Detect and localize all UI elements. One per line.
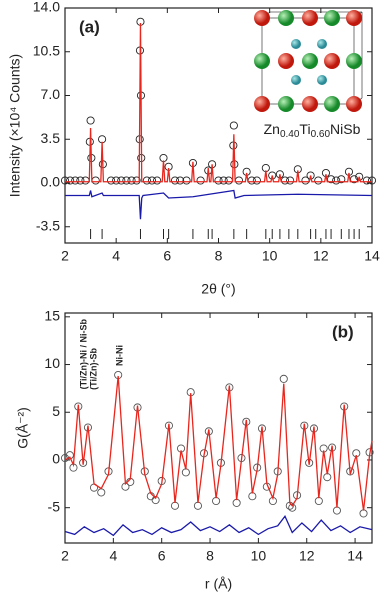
- formula-part: Zn: [264, 121, 280, 137]
- data-point: [359, 509, 368, 518]
- data-point: [66, 176, 75, 185]
- subscript: 0.60: [311, 129, 331, 140]
- annotation: Ni-Ni: [114, 345, 124, 366]
- y-axis-label: G(Å⁻²): [15, 407, 31, 449]
- subscript: 0.40: [280, 129, 300, 140]
- y-axis-label: Intensity (×10⁴ Counts): [7, 54, 23, 197]
- data-point: [355, 172, 364, 181]
- data-point: [117, 176, 126, 185]
- data-point: [170, 501, 180, 510]
- x-tick-label: 12: [299, 548, 315, 564]
- data-point: [142, 176, 151, 185]
- data-point: [127, 176, 136, 185]
- panel-label: (b): [332, 322, 354, 341]
- data-point: [65, 451, 74, 460]
- data-point: [122, 176, 131, 185]
- x-tick-label: 4: [112, 248, 120, 264]
- x-tick-label: 2: [61, 548, 69, 564]
- formula-part: Ti: [299, 121, 310, 137]
- data-line: [65, 22, 372, 183]
- data-point: [151, 496, 160, 505]
- data-point: [279, 374, 288, 383]
- x-tick-label: 6: [163, 248, 171, 264]
- x-tick-label: 2: [61, 248, 69, 264]
- data-point: [176, 176, 185, 185]
- data-point: [153, 176, 162, 185]
- y-tick-label: 15: [44, 308, 60, 324]
- x-tick-label: 10: [262, 248, 278, 264]
- data-line: [64, 515, 373, 537]
- data-point: [288, 503, 297, 512]
- x-tick-label: 12: [313, 248, 329, 264]
- data-point: [91, 176, 100, 185]
- y-tick-label: 3.5: [41, 130, 61, 146]
- data-line: [64, 375, 373, 511]
- data-point: [367, 176, 377, 185]
- data-point: [286, 176, 295, 185]
- data-point: [248, 492, 257, 501]
- data-point: [323, 473, 332, 482]
- x-tick-label: 14: [364, 248, 380, 264]
- y-tick-label: 7.0: [41, 86, 61, 102]
- x-tick-label: 8: [215, 248, 223, 264]
- data-point: [232, 498, 241, 507]
- data-point: [332, 176, 341, 185]
- data-point: [170, 176, 180, 185]
- data-point: [147, 176, 157, 185]
- data-line: [65, 189, 373, 220]
- x-tick-label: 14: [347, 548, 363, 564]
- data-point: [268, 171, 277, 180]
- data-point: [234, 176, 244, 185]
- data-point: [112, 176, 121, 185]
- data-point: [196, 176, 205, 185]
- data-point: [332, 506, 341, 515]
- y-tick-label: 14.0: [33, 0, 60, 15]
- data-point: [107, 176, 116, 185]
- y-tick-label: -5: [48, 498, 61, 514]
- y-tick-label: 0: [52, 451, 60, 467]
- data-point: [219, 176, 228, 185]
- x-axis-label: 2θ (°): [201, 281, 235, 297]
- data-point: [229, 121, 238, 130]
- y-tick-label: 10: [44, 355, 60, 371]
- data-point: [314, 176, 323, 185]
- data-point: [182, 176, 191, 185]
- data-point: [86, 116, 95, 125]
- x-tick-label: 6: [158, 548, 166, 564]
- x-tick-label: 8: [206, 548, 214, 564]
- data-point: [193, 501, 203, 510]
- data-point: [97, 488, 106, 497]
- y-tick-label: 0.0: [41, 174, 61, 190]
- data-point: [81, 176, 90, 185]
- x-tick-label: 10: [251, 548, 267, 564]
- data-point: [60, 176, 70, 185]
- y-tick-label: -3.5: [36, 217, 60, 233]
- inset-formula: Zn0.40Ti0.60NiSb: [264, 121, 361, 140]
- annotation: (Ti/Zn)-Sb: [88, 348, 98, 390]
- annotation: (Ti/Zn)-Ni / Ni-Sb: [78, 319, 88, 390]
- data-point: [224, 176, 233, 185]
- data-point: [212, 496, 221, 506]
- y-tick-label: 10.5: [33, 42, 60, 58]
- y-tick-label: 5: [52, 403, 60, 419]
- data-point: [337, 175, 346, 184]
- plot-frame: [64, 312, 373, 544]
- data-point: [252, 176, 261, 185]
- data-point: [181, 468, 190, 477]
- data-point: [306, 171, 315, 180]
- data-point: [71, 176, 80, 185]
- data-point: [76, 176, 85, 185]
- x-axis-label: r (Å): [205, 576, 232, 592]
- data-point: [132, 176, 141, 185]
- panel-label: (a): [79, 17, 100, 36]
- formula-part: NiSb: [330, 121, 361, 137]
- data-point: [327, 175, 336, 184]
- data-point: [214, 176, 223, 185]
- x-tick-label: 4: [109, 548, 117, 564]
- data-point: [314, 496, 323, 506]
- data-point: [362, 176, 371, 185]
- crystal-inset: [254, 10, 363, 112]
